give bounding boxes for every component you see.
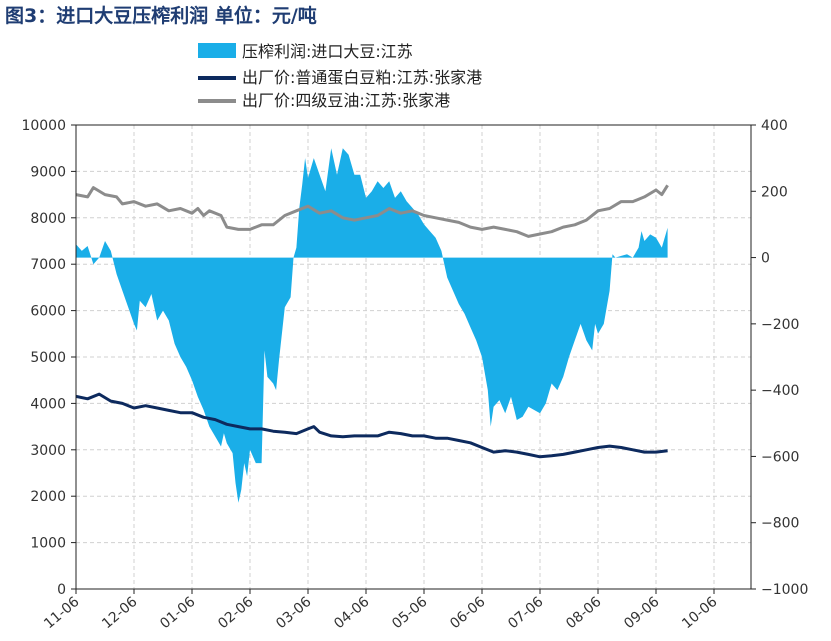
x-tick-label: 09-06: [621, 594, 663, 632]
x-tick-label: 04-06: [331, 594, 373, 632]
x-tick-label: 07-06: [505, 594, 547, 632]
left-axis: 0 1000 2000 3000 4000 5000 6000 7000 8000 9000 100…: [21, 118, 76, 598]
soyoil-line: [75, 184, 669, 238]
left-tick-label: 1000: [30, 536, 66, 552]
left-tick-label: 9000: [30, 164, 66, 180]
x-tick-label: 06-06: [447, 594, 489, 632]
x-tick-label: 12-06: [99, 594, 141, 632]
left-tick-label: 0: [57, 582, 66, 598]
soymeal-line: [75, 392, 668, 459]
right-tick-label: −400: [761, 383, 799, 399]
x-tick-label: 01-06: [157, 594, 199, 632]
crush-margin-area: [76, 148, 668, 503]
left-tick-label: 5000: [30, 350, 66, 366]
left-tick-label: 7000: [30, 257, 66, 273]
left-tick-label: 2000: [30, 489, 66, 505]
legend-label-soymeal: 出厂价:普通蛋白豆粕:江苏:张家港: [242, 68, 482, 87]
right-tick-label: −200: [761, 317, 799, 333]
right-tick-label: −800: [761, 516, 799, 532]
right-tick-label: −1000: [761, 582, 808, 598]
right-tick-label: 400: [761, 118, 788, 134]
left-tick-label: 10000: [21, 118, 66, 134]
left-tick-label: 8000: [30, 211, 66, 227]
legend-label-soyoil: 出厂价:四级豆油:江苏:张家港: [242, 91, 450, 110]
left-tick-label: 6000: [30, 304, 66, 320]
right-axis: −1000 −800 −600 −400 −200 0 200 400: [751, 118, 808, 598]
left-tick-label: 3000: [30, 443, 66, 459]
x-tick-label: 08-06: [563, 594, 605, 632]
x-axis: 11-06 12-06 01-06 02-06 03-06 04-06 05-06 06-06…: [41, 589, 721, 632]
chart-title: 图3：进口大豆压榨利润 单位：元/吨: [5, 4, 317, 27]
x-tick-label: 10-06: [679, 594, 721, 632]
legend: 压榨利润:进口大豆:江苏 出厂价:普通蛋白豆粕:江苏:张家港 出厂价:四级豆油:…: [198, 42, 482, 110]
right-tick-label: 0: [761, 251, 770, 267]
x-tick-label: 02-06: [215, 594, 257, 632]
x-tick-label: 11-06: [41, 594, 83, 632]
left-tick-label: 4000: [30, 396, 66, 412]
legend-swatch-crush-margin: [198, 43, 236, 58]
x-tick-label: 03-06: [273, 594, 315, 632]
right-tick-label: −600: [761, 449, 799, 465]
right-tick-label: 200: [761, 184, 788, 200]
x-tick-label: 05-06: [389, 594, 431, 632]
legend-label-crush-margin: 压榨利润:进口大豆:江苏: [242, 42, 413, 61]
